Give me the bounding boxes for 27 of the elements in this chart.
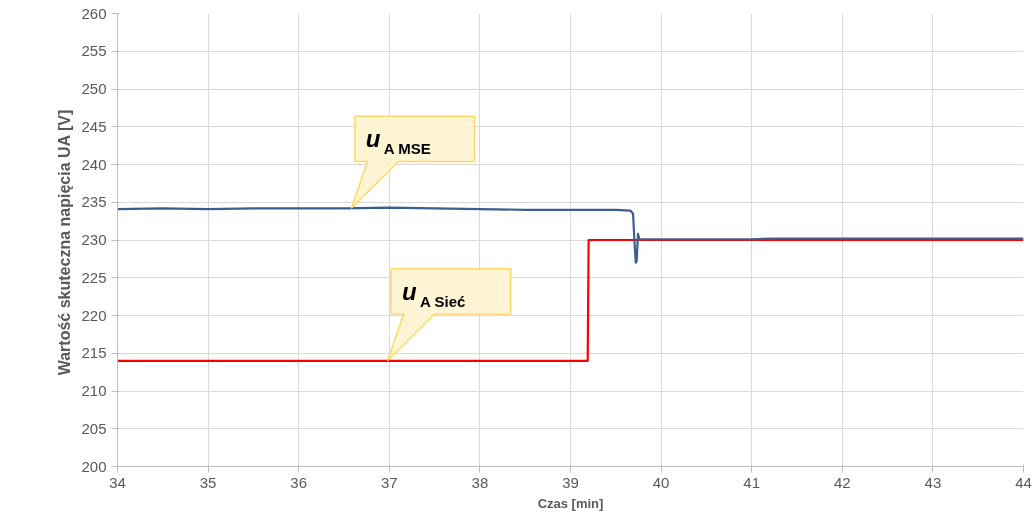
y-axis-title: Wartość skuteczna napięcia UA [V]: [56, 109, 74, 376]
x-tick-label: 41: [743, 473, 761, 491]
y-tick-label: 260: [81, 4, 107, 22]
x-tick-label: 37: [380, 473, 398, 491]
y-tick-label: 230: [81, 231, 107, 248]
x-tick-label: 35: [199, 473, 217, 491]
y-tick-label: 220: [81, 306, 107, 324]
y-tick-label: 235: [81, 193, 107, 211]
y-tick-label: 255: [81, 42, 107, 60]
x-tick-label: 44: [1015, 473, 1032, 491]
x-tick-label: 42: [833, 473, 851, 491]
x-tick-label: 38: [471, 473, 489, 491]
y-tick-label: 210: [81, 382, 107, 399]
y-tick-label: 240: [81, 155, 107, 173]
x-tick-label: 39: [562, 473, 579, 491]
x-axis-title: Czas [min]: [537, 495, 604, 511]
y-tick-label: 205: [81, 419, 107, 437]
x-tick-label: 36: [290, 473, 308, 491]
y-tick-label: 250: [81, 80, 107, 97]
y-tick-label: 245: [81, 117, 107, 135]
y-tick-label: 215: [81, 344, 107, 362]
y-tick-label: 225: [81, 268, 107, 286]
x-tick-label: 40: [652, 473, 670, 491]
x-tick-label: 34: [109, 473, 126, 491]
line-series: [117, 206, 1024, 264]
x-tick-label: 43: [924, 473, 942, 491]
y-tick-label: 200: [81, 457, 107, 475]
